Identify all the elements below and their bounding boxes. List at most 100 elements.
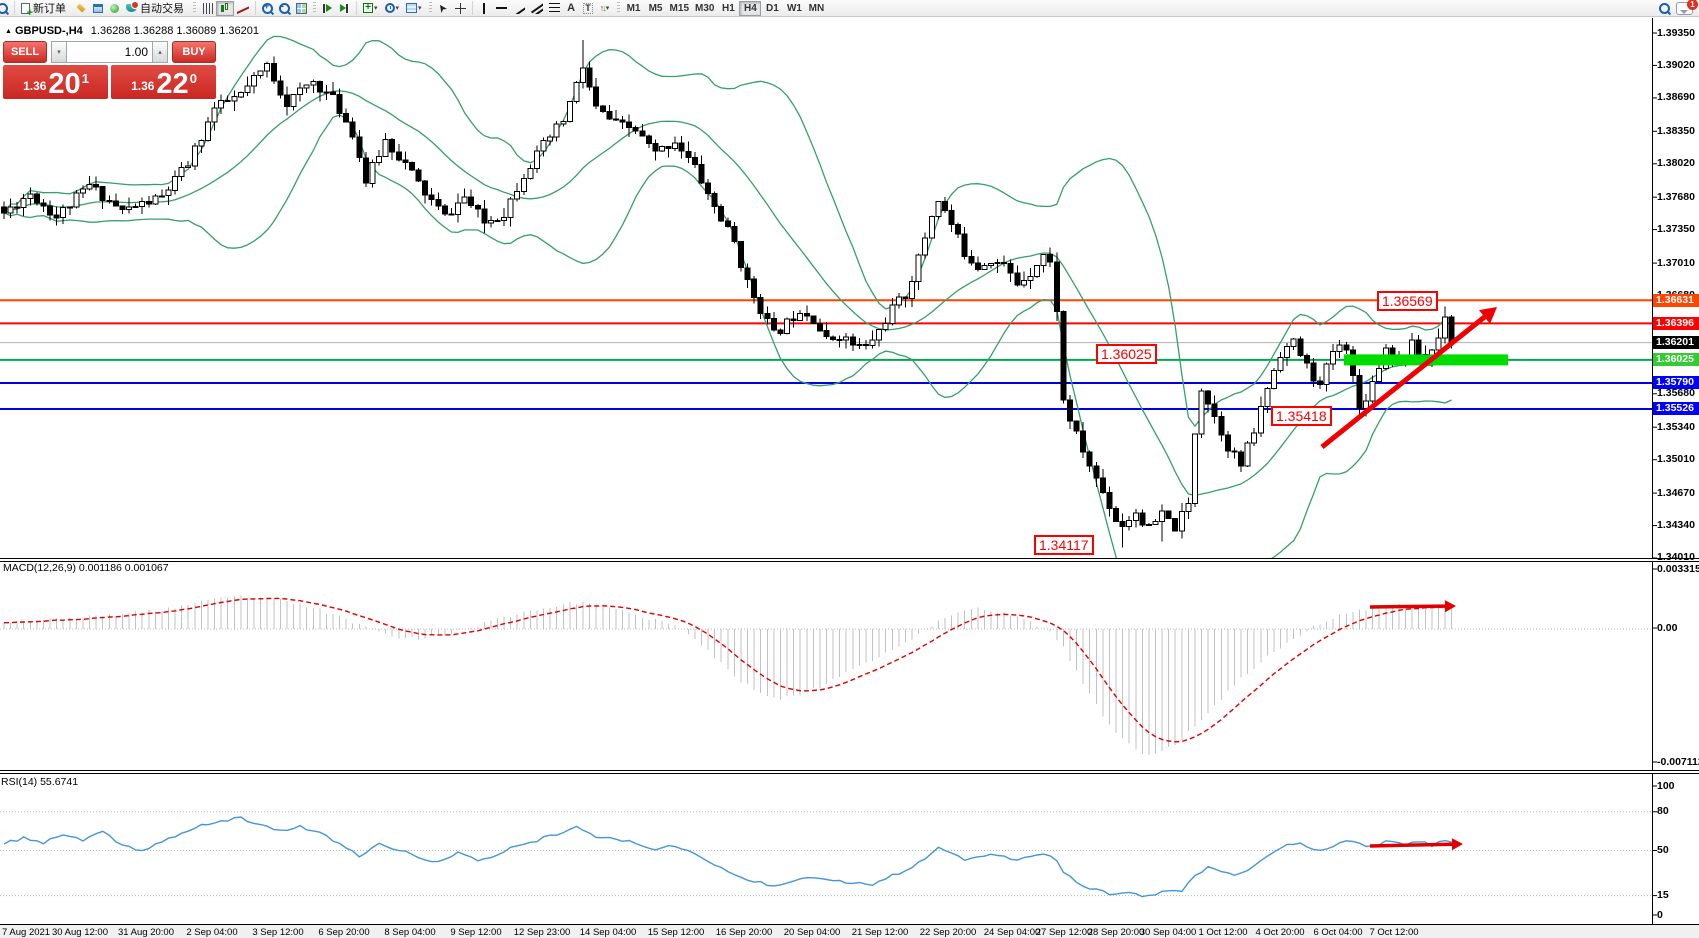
- pane-splitter-macd[interactable]: [0, 558, 1699, 562]
- text-icon: A: [567, 2, 576, 14]
- volume-input[interactable]: [67, 41, 152, 63]
- symbol-marker-icon: ▲: [5, 28, 12, 35]
- cursor-icon: ➤: [435, 0, 451, 16]
- new-order-icon: +: [21, 2, 33, 16]
- channel-button[interactable]: [528, 1, 546, 16]
- fibonacci-icon: [548, 3, 560, 13]
- macd-scale-label: -0.007112: [1657, 756, 1699, 768]
- rsi-scale-label: 80: [1657, 805, 1669, 818]
- timeframe-M5[interactable]: M5: [648, 2, 663, 14]
- text-button[interactable]: A: [563, 1, 580, 16]
- timeframe-W1[interactable]: W1: [786, 2, 802, 14]
- search-icon[interactable]: [1659, 2, 1670, 14]
- chart-shift-button[interactable]: [336, 1, 353, 16]
- cursor-button[interactable]: ➤: [435, 1, 452, 16]
- text-label-button[interactable]: T: [580, 1, 597, 16]
- price-axis-label: 1.35010: [1657, 453, 1695, 466]
- timeframe-H1[interactable]: H1: [722, 2, 735, 14]
- time-axis-label: 24 Sep 04:00: [983, 927, 1041, 938]
- buy-button[interactable]: BUY: [172, 41, 216, 63]
- price-annotation[interactable]: 1.34117: [1034, 535, 1094, 555]
- price-axis-badge: 1.36201: [1653, 336, 1699, 350]
- chat-bubble-icon[interactable]: 1: [1676, 0, 1698, 15]
- chart-ohlc-values: 1.36288 1.36288 1.36089 1.36201: [90, 25, 259, 37]
- price-axis-label: 1.35680: [1657, 387, 1695, 400]
- candlestick-chart-button[interactable]: [216, 0, 234, 16]
- price-axis-label: 1.38690: [1657, 91, 1695, 104]
- toolbar-grip[interactable]: [313, 2, 316, 14]
- macd-label: MACD(12,26,9) 0.001186 0.001067: [3, 562, 169, 574]
- sell-price-prefix: 1.36: [23, 79, 47, 93]
- volume-increase-button[interactable]: ▴: [152, 41, 168, 63]
- time-axis-label: 22 Sep 20:00: [919, 927, 977, 938]
- toolbar-grip[interactable]: [616, 2, 620, 14]
- timeframe-D1[interactable]: D1: [766, 2, 779, 14]
- toolbar-grip[interactable]: [193, 2, 196, 14]
- time-axis-label: 15 Sep 12:00: [647, 927, 705, 938]
- rsi-scale-label: 0: [1657, 908, 1663, 921]
- profiles-button[interactable]: [89, 1, 106, 16]
- time-axis-label: 1 Oct 12:00: [1198, 927, 1248, 938]
- volume-spinner: ▾ ▴: [51, 41, 168, 63]
- time-axis-label: 7 Aug 2021: [2, 927, 51, 938]
- price-annotation[interactable]: 1.36025: [1096, 344, 1157, 364]
- tile-windows-button[interactable]: [293, 1, 310, 16]
- sell-button[interactable]: SELL: [3, 41, 47, 63]
- new-order-button[interactable]: + 新订单: [18, 1, 72, 16]
- search-button[interactable]: [0, 1, 11, 16]
- toolbar-separator: [356, 1, 357, 15]
- auto-trading-button[interactable]: 自动交易: [123, 1, 190, 16]
- line-chart-button[interactable]: [234, 1, 252, 16]
- trendline-button[interactable]: [510, 1, 528, 16]
- price-axis-badge: 1.36025: [1653, 353, 1699, 367]
- arrows-icon: ↑↓: [599, 2, 607, 13]
- horizontal-line-button[interactable]: [493, 1, 510, 16]
- pane-splitter-rsi[interactable]: [0, 770, 1699, 774]
- alerts-button[interactable]: [106, 1, 123, 16]
- timeframe-H4[interactable]: H4: [739, 0, 762, 16]
- timeframe-M1[interactable]: M1: [626, 2, 641, 14]
- price-axis-badge: 1.35790: [1653, 376, 1699, 390]
- price-axis-badge: 1.36396: [1653, 316, 1699, 330]
- auto-scroll-button[interactable]: [319, 1, 336, 16]
- templates-button[interactable]: ▾: [403, 1, 426, 16]
- toolbar-grip[interactable]: [428, 2, 432, 14]
- candlestick-chart-icon: [219, 2, 231, 14]
- toolbar-separator: [255, 1, 256, 15]
- time-axis-label: 31 Aug 20:00: [118, 927, 174, 938]
- timeframe-MN[interactable]: MN: [808, 2, 825, 14]
- timeframe-M30[interactable]: M30: [695, 2, 715, 14]
- time-axis-label: 8 Sep 04:00: [384, 927, 436, 938]
- time-axis-label: 6 Sep 20:00: [318, 927, 370, 938]
- vertical-line-button[interactable]: [476, 1, 493, 16]
- timeframe-M15[interactable]: M15: [669, 2, 689, 14]
- chart-style-button[interactable]: [72, 1, 89, 16]
- sell-price[interactable]: 1.36 20 1: [3, 65, 108, 99]
- new-order-label: 新订单: [33, 3, 66, 15]
- time-axis[interactable]: [0, 925, 1699, 938]
- price-axis-label: 1.39350: [1657, 26, 1695, 39]
- toolbar-right: 1: [1659, 0, 1699, 15]
- rsi-scale-label: 100: [1657, 779, 1675, 792]
- fibonacci-button[interactable]: [546, 1, 563, 16]
- price-annotation[interactable]: 1.36569: [1377, 291, 1438, 311]
- indicators-button[interactable]: + ▾: [360, 1, 382, 16]
- time-axis-label: 27 Sep 12:00: [1035, 927, 1093, 938]
- price-annotation[interactable]: 1.35418: [1271, 406, 1332, 426]
- zoom-in-button[interactable]: +: [259, 1, 276, 16]
- buy-price-prefix: 1.36: [131, 79, 155, 93]
- volume-decrease-button[interactable]: ▾: [51, 41, 67, 63]
- time-axis-label: 30 Sep 04:00: [1139, 927, 1197, 938]
- arrows-button[interactable]: ↑↓ ▾: [597, 1, 614, 16]
- crosshair-button[interactable]: [452, 1, 469, 16]
- zoom-out-button[interactable]: -: [276, 1, 293, 16]
- buy-price[interactable]: 1.36 22 0: [111, 65, 216, 99]
- chevron-down-icon: ▾: [605, 5, 610, 12]
- bar-chart-button[interactable]: [199, 1, 216, 16]
- rsi-scale-label: 15: [1657, 889, 1669, 902]
- search-icon: [0, 2, 8, 14]
- periods-button[interactable]: ▾: [382, 1, 404, 16]
